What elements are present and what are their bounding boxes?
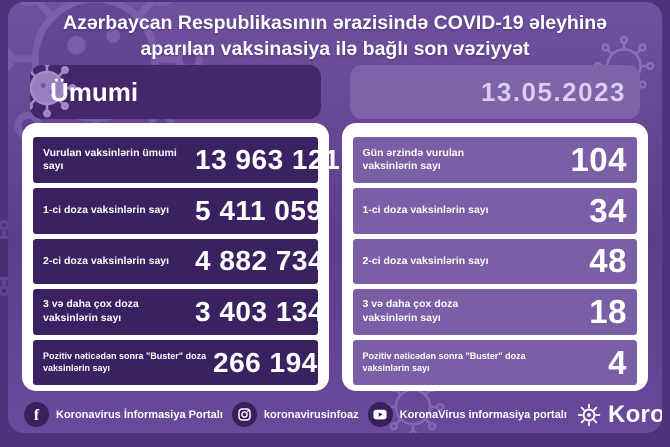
youtube-label: KoronaVirus informasiya portalı — [399, 408, 567, 421]
stat-value: 5 411 059 — [195, 194, 323, 226]
stat-value: 3 403 134 — [195, 296, 325, 328]
stat-row-total-dose1: 1-ci doza vaksinlərin sayı 5 411 059 — [33, 188, 322, 234]
facebook-icon: f — [24, 402, 49, 427]
daily-column: 13.05.2023 Gün ərzində vurulan vaksinlər… — [341, 65, 648, 392]
totals-header-label: Ümumi — [50, 76, 139, 107]
stat-value: 48 — [589, 242, 627, 280]
stat-row-daily-all: Gün ərzində vurulan vaksinlərin sayı 104 — [352, 137, 637, 184]
facebook-link[interactable]: f Koronavirus İnformasiya Portalı — [24, 402, 223, 427]
stat-row-daily-dose3plus: 3 və daha çox doza vaksinlərin sayı 18 — [352, 289, 637, 335]
youtube-icon — [367, 402, 393, 427]
stat-row-total-booster: Pozitiv nəticədən sonra "Buster" doza va… — [33, 339, 318, 386]
stat-label: 1-ci doza vaksinlərin sayı — [362, 204, 489, 217]
stat-label: 2-ci doza vaksinlərin sayı — [43, 254, 170, 267]
totals-panel: Vurulan vaksinlərin ümumi sayı 13 963 12… — [22, 123, 340, 392]
stat-row-daily-booster: Pozitiv nəticədən sonra "Buster" doza va… — [352, 339, 637, 386]
instagram-label: koronavirusinfoaz — [263, 408, 359, 421]
stat-value: 104 — [570, 141, 627, 179]
stat-label: Pozitiv nəticədən sonra "Buster" doza va… — [362, 350, 526, 373]
totals-header: Ümumi — [30, 65, 321, 120]
youtube-link[interactable]: KoronaVirus informasiya portalı — [367, 402, 567, 427]
stat-row-daily-dose1: 1-ci doza vaksinlərin sayı 34 — [352, 188, 637, 234]
daily-header: 13.05.2023 — [349, 65, 640, 120]
instagram-link[interactable]: koronavirusinfoaz — [231, 402, 359, 427]
stat-value: 266 194 — [213, 346, 318, 378]
virus-sun-icon — [577, 403, 601, 426]
instagram-icon — [231, 402, 257, 427]
stat-row-daily-dose2: 2-ci doza vaksinlərin sayı 48 — [352, 238, 637, 285]
logo-text: KoronaVirus — [607, 400, 662, 428]
stat-value: 13 963 121 — [195, 144, 341, 176]
stat-label: 1-ci doza vaksinlərin sayı — [43, 204, 170, 217]
koronavirus-logo: KoronaVirus info — [576, 401, 662, 429]
stat-label: 3 və daha çox doza vaksinlərin sayı — [43, 298, 139, 325]
page-title: Azərbaycan Respublikasının ərazisində CO… — [62, 12, 608, 60]
stat-label: Gün ərzində vurulan vaksinlərin sayı — [362, 146, 465, 173]
stat-value: 4 882 734 — [195, 245, 325, 277]
stat-value: 18 — [589, 293, 627, 331]
stat-label: Pozitiv nəticədən sonra "Buster" doza va… — [43, 350, 207, 373]
stat-value: 34 — [589, 191, 627, 229]
infographic-card: Azərbaycan Respublikasının ərazisində CO… — [8, 2, 662, 433]
stat-row-total-dose3plus: 3 və daha çox doza vaksinlərin sayı 3 40… — [33, 289, 324, 335]
stat-row-total-dose2: 2-ci doza vaksinlərin sayı 4 882 734 — [33, 238, 324, 285]
stat-row-total-all: Vurulan vaksinlərin ümumi sayı 13 963 12… — [33, 137, 340, 184]
stats-columns: Ümumi Vurulan vaksinlərin ümumi sayı 13 … — [8, 65, 662, 392]
stat-label: Vurulan vaksinlərin ümumi sayı — [43, 146, 177, 173]
facebook-label: Koronavirus İnformasiya Portalı — [56, 408, 223, 421]
stat-label: 3 və daha çox doza vaksinlərin sayı — [362, 298, 459, 325]
report-date: 13.05.2023 — [480, 76, 626, 107]
stat-label: 2-ci doza vaksinlərin sayı — [362, 254, 489, 267]
footer: f Koronavirus İnformasiya Portalı korona… — [8, 396, 662, 433]
totals-column: Ümumi Vurulan vaksinlərin ümumi sayı 13 … — [22, 65, 340, 392]
daily-panel: Gün ərzində vurulan vaksinlərin sayı 104… — [341, 123, 648, 392]
stat-value: 4 — [608, 343, 627, 381]
